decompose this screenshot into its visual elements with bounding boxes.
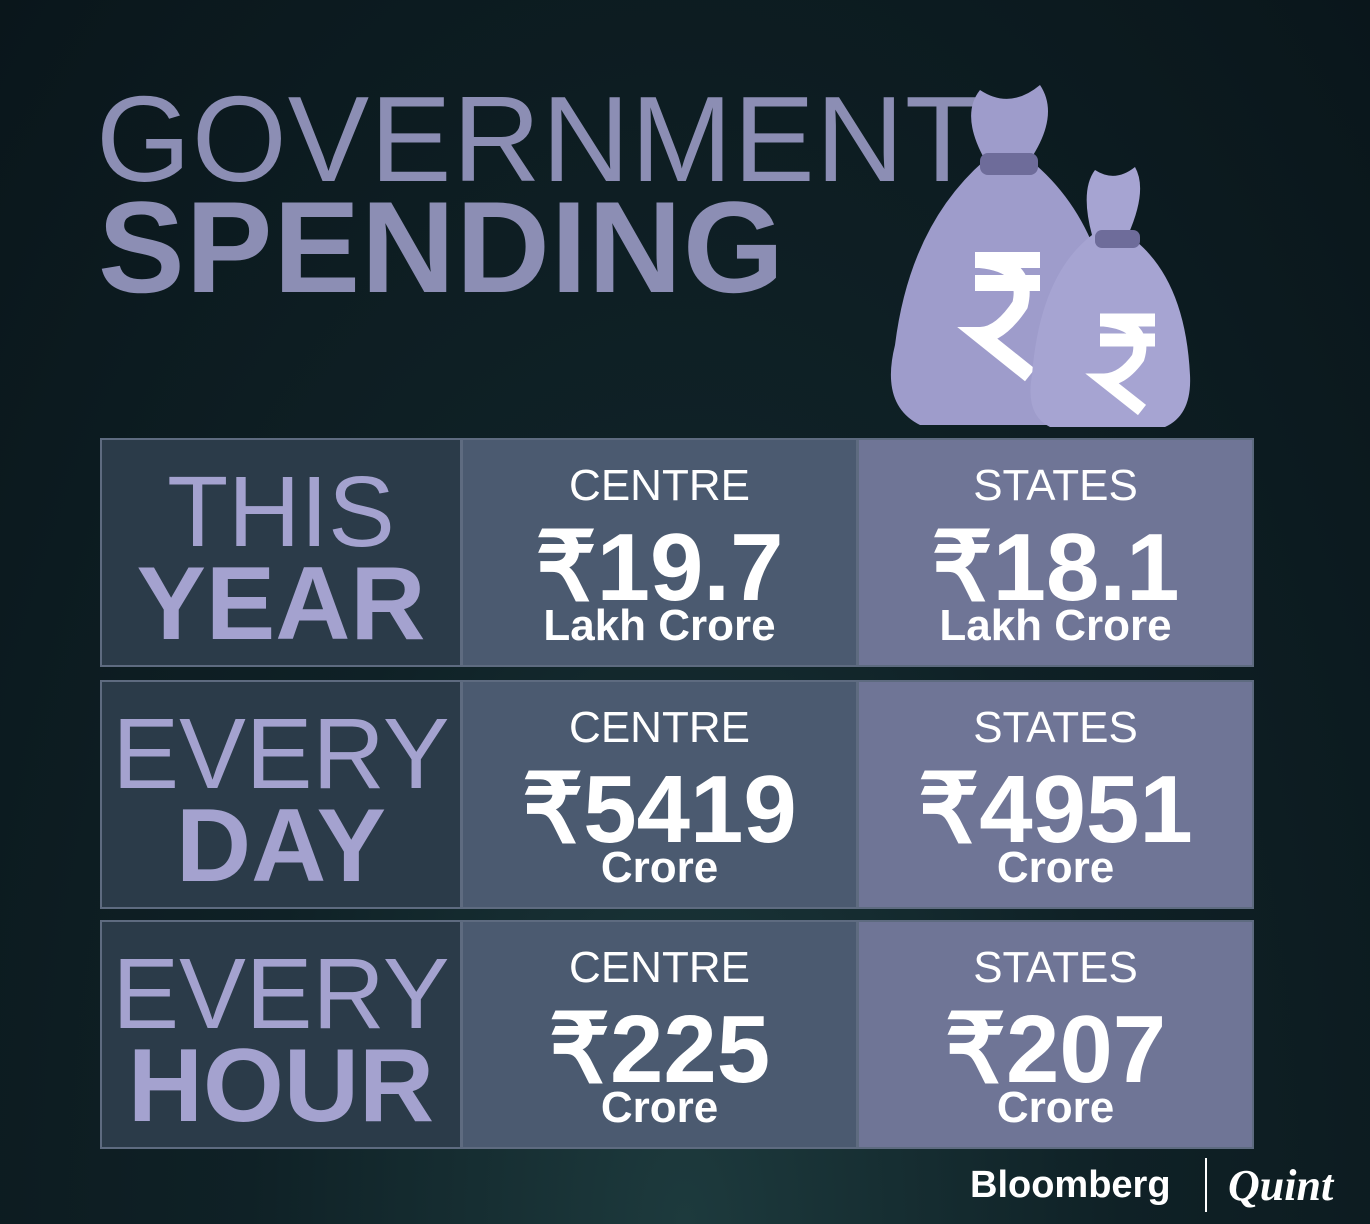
cell-heading: STATES [973, 943, 1138, 992]
value-cell: CENTRE ₹19.7 Lakh Crore [461, 438, 858, 667]
value-cell: STATES ₹207 Crore [857, 920, 1254, 1149]
value-cell: STATES ₹18.1 Lakh Crore [857, 438, 1254, 667]
row-label: DAY [175, 788, 387, 904]
cell-heading: STATES [973, 461, 1138, 510]
cell-unit: Crore [996, 1083, 1115, 1132]
value-cell: CENTRE ₹225 Crore [461, 920, 858, 1149]
cell-unit: Lakh Crore [543, 601, 776, 650]
title-line: SPENDING [98, 174, 786, 320]
cell-amount: ₹225 [548, 996, 771, 1103]
cell-heading: STATES [973, 703, 1138, 752]
row-label-cell: THIS YEAR [100, 438, 462, 667]
cell-amount: ₹4951 [918, 756, 1193, 863]
title-line: GOVERNMENT [96, 71, 981, 207]
row-label: YEAR [136, 546, 426, 662]
cell-amount: ₹18.1 [931, 514, 1180, 621]
row-label: HOUR [127, 1028, 435, 1144]
cell-amount: ₹207 [944, 996, 1167, 1103]
cell-unit: Crore [996, 843, 1115, 892]
value-cell: CENTRE ₹5419 Crore [461, 680, 858, 909]
cell-heading: CENTRE [569, 461, 750, 510]
cell-unit: Crore [600, 843, 719, 892]
brand: Quint [1228, 1161, 1334, 1210]
cell-heading: CENTRE [569, 943, 750, 992]
cell-heading: CENTRE [569, 703, 750, 752]
row-label-cell: EVERY HOUR [100, 920, 462, 1149]
row-label-cell: EVERY DAY [100, 680, 462, 909]
cell-unit: Lakh Crore [939, 601, 1172, 650]
cell-amount: ₹5419 [522, 756, 797, 863]
row-label: EVERY [112, 938, 450, 1050]
brand: Bloomberg [970, 1164, 1171, 1206]
money-bags-icon [890, 85, 1191, 427]
value-cell: STATES ₹4951 Crore [857, 680, 1254, 909]
row-label: THIS [167, 456, 395, 568]
row-label: EVERY [112, 698, 450, 810]
cell-unit: Crore [600, 1083, 719, 1132]
cell-amount: ₹19.7 [535, 514, 784, 621]
divider [1205, 1158, 1207, 1212]
